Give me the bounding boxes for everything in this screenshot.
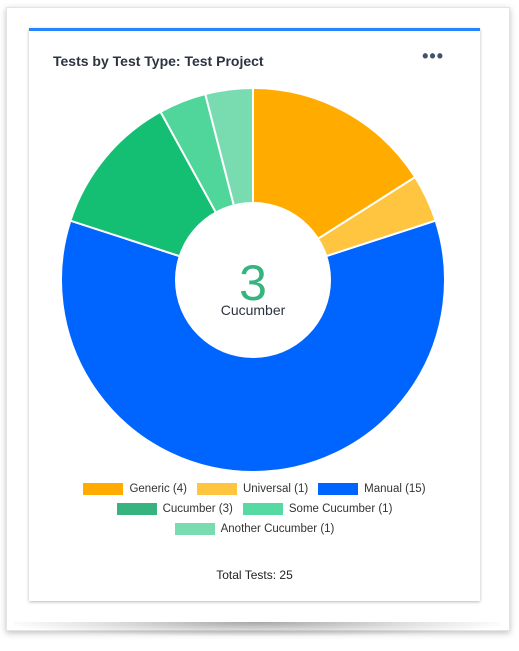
legend-row: Another Cucumber (1) xyxy=(29,523,480,535)
legend-swatch xyxy=(83,483,124,495)
gadget-card: Tests by Test Type: Test Project ••• 3 C… xyxy=(29,28,480,601)
legend-label: Universal (1) xyxy=(242,483,309,495)
legend-item[interactable]: Another Cucumber (1) xyxy=(174,523,335,535)
center-label: Cucumber xyxy=(221,302,286,318)
legend-label: Cucumber (3) xyxy=(162,503,233,515)
legend-swatch xyxy=(242,503,283,515)
legend-item[interactable]: Cucumber (3) xyxy=(116,503,233,515)
more-options-button[interactable]: ••• xyxy=(422,46,444,66)
legend-label: Another Cucumber (1) xyxy=(220,523,335,535)
legend-item[interactable]: Some Cucumber (1) xyxy=(242,503,393,515)
legend-item[interactable]: Manual (15) xyxy=(318,483,426,495)
donut-chart: 3 Cucumber xyxy=(60,86,446,473)
total-tests: Total Tests: 25 xyxy=(216,568,293,582)
legend-swatch xyxy=(196,483,237,495)
legend-swatch xyxy=(318,483,359,495)
legend-swatch xyxy=(116,503,157,515)
center-value: 3 xyxy=(239,255,267,311)
legend-item[interactable]: Universal (1) xyxy=(196,483,309,495)
legend-item[interactable]: Generic (4) xyxy=(83,483,187,495)
legend-row: Cucumber (3) Some Cucumber (1) xyxy=(29,503,480,515)
frame-shadow xyxy=(14,622,500,636)
legend-row: Generic (4) Universal (1) Manual (15) xyxy=(29,483,480,495)
legend-swatch xyxy=(174,523,215,535)
legend-label: Some Cucumber (1) xyxy=(288,503,393,515)
legend-label: Generic (4) xyxy=(129,483,187,495)
legend-label: Manual (15) xyxy=(364,483,426,495)
donut-hole xyxy=(175,202,331,358)
chart-legend: Generic (4) Universal (1) Manual (15) Cucum… xyxy=(29,483,480,543)
card-title: Tests by Test Type: Test Project xyxy=(53,53,264,69)
